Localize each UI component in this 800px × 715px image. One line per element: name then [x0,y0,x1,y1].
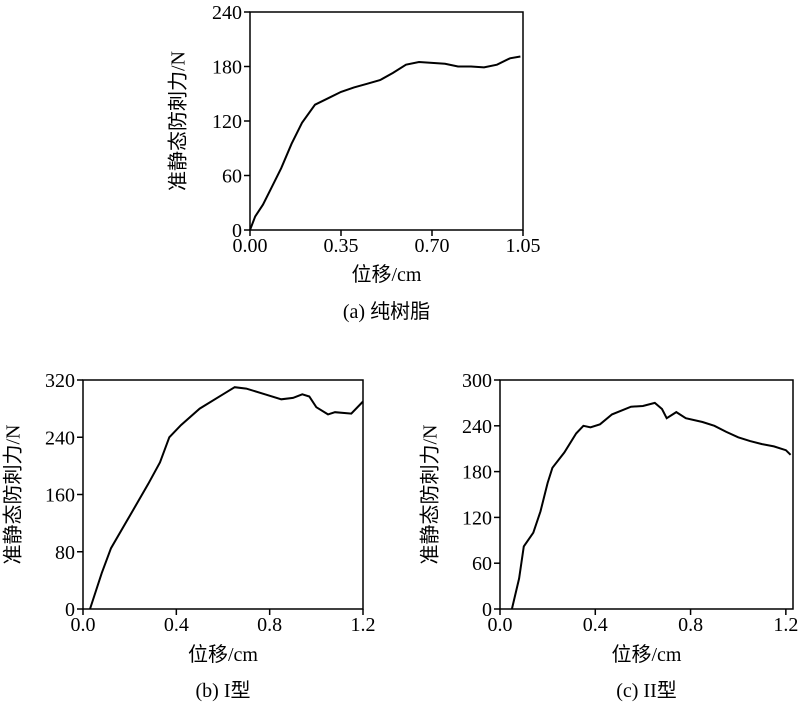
y-tick-label: 60 [222,166,242,188]
plot-frame [249,11,524,231]
y-tick-label: 120 [212,111,242,133]
y-tick-label: 240 [212,2,242,24]
x-tick-label: 0.4 [583,614,608,636]
x-tick-label: 1.2 [351,614,376,636]
x-tick-label: 0.0 [488,614,513,636]
x-tick-label: 0.00 [233,235,268,257]
y-tick-label: 0 [232,220,242,242]
x-tick-label: 1.05 [506,235,541,257]
y-tick-label: 180 [212,57,242,79]
data-line [249,55,521,231]
x-tick-label: 0.0 [71,614,96,636]
x-axis-label: 位移/cm [188,643,258,666]
chart-caption: (a) 纯树脂 [343,300,430,323]
y-tick-label: 160 [45,485,75,507]
y-tick-label: 80 [55,542,75,564]
x-tick-label: 0.35 [324,235,359,257]
plot-frame [82,379,364,610]
chart-caption: (b) I型 [196,679,251,702]
y-tick-label: 120 [462,507,492,529]
x-tick-label: 0.8 [257,614,282,636]
x-tick-label: 0.4 [164,614,189,636]
plot-frame [499,379,794,610]
x-axis-label: 位移/cm [352,263,422,286]
y-axis-label: 准静态防刺力/N [419,425,442,565]
chart-caption: (c) II型 [616,679,677,702]
y-axis-label: 准静态防刺力/N [167,51,190,191]
y-tick-label: 60 [472,553,492,575]
y-tick-label: 320 [45,370,75,392]
y-axis-label: 准静态防刺力/N [2,425,25,565]
x-axis-label: 位移/cm [612,643,682,666]
y-tick-label: 0 [65,599,75,621]
y-tick-label: 180 [462,462,492,484]
x-tick-label: 0.8 [678,614,703,636]
y-tick-label: 0 [482,599,492,621]
y-tick-label: 240 [462,416,492,438]
y-tick-label: 240 [45,427,75,449]
x-tick-label: 1.2 [773,614,798,636]
data-line [89,386,364,610]
y-tick-label: 300 [462,370,492,392]
x-tick-label: 0.70 [415,235,450,257]
data-line [510,401,792,610]
